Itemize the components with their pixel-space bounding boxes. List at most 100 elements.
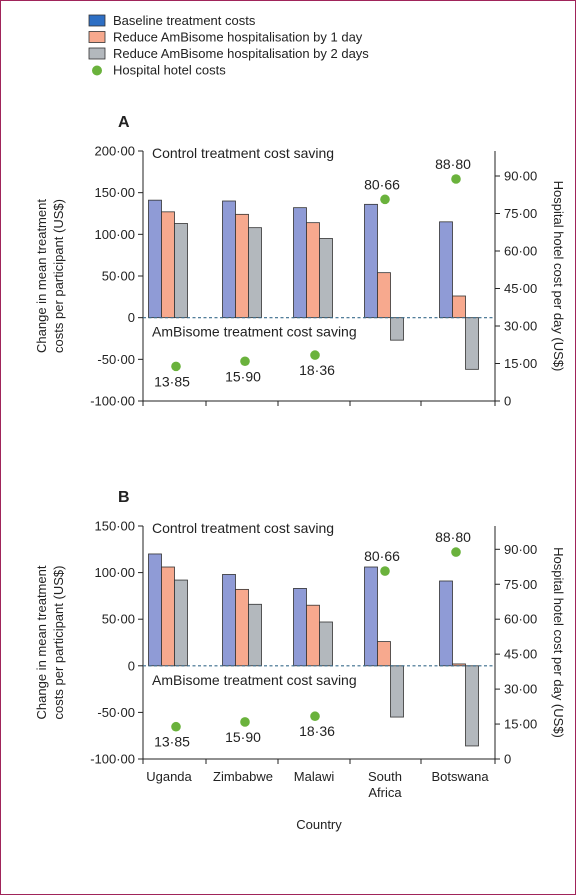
y-tick-label: -50·00	[97, 352, 135, 367]
annotation-ambisome-saving: AmBisome treatment cost saving	[152, 672, 357, 688]
y-tick-label: 200·00	[95, 144, 135, 159]
y-tick-label: 150·00	[95, 519, 135, 534]
hotel-cost-label: 13·85	[154, 734, 190, 750]
y2-tick-label: 15·00	[504, 717, 537, 732]
legend-label: Hospital hotel costs	[113, 63, 226, 78]
y2-tick-label: 45·00	[504, 647, 537, 662]
y2-tick-label: 60·00	[504, 612, 537, 627]
bar	[377, 641, 391, 667]
hotel-cost-label: 88·80	[435, 156, 471, 172]
hotel-cost-dot	[240, 356, 250, 367]
y-tick-label: 100·00	[95, 227, 135, 242]
bar	[148, 199, 162, 319]
legend-swatch	[88, 14, 106, 27]
bar	[390, 665, 404, 718]
y2-tick-label: 75·00	[504, 577, 537, 592]
x-tick-label: Zimbabwe	[213, 769, 273, 784]
y-tick-label: -100·00	[90, 752, 135, 767]
y-tick-label: -100·00	[90, 394, 135, 409]
y2-tick-label: 0	[504, 752, 511, 767]
hotel-cost-label: 15·90	[225, 729, 261, 745]
annotation-control-saving: Control treatment cost saving	[152, 520, 334, 536]
bar	[439, 221, 453, 319]
y-tick-label: -50·00	[97, 705, 135, 720]
y2-tick-label: 30·00	[504, 682, 537, 697]
bar	[377, 272, 391, 319]
y-axis-title: Change in mean treatment costs per partic…	[34, 199, 66, 353]
bar	[439, 580, 453, 667]
hotel-cost-label: 13·85	[154, 373, 190, 389]
bar	[161, 566, 175, 667]
annotation-control-saving: Control treatment cost saving	[152, 145, 334, 161]
x-tick-label: Botswana	[431, 769, 489, 784]
y-tick-label: 150·00	[95, 185, 135, 200]
legend-marker	[92, 65, 102, 76]
legend-swatch	[88, 31, 106, 43]
y2-tick-label: 75·00	[504, 206, 537, 221]
y-tick-label: 0	[128, 310, 135, 325]
y-axis-title-line: Change in mean treatment	[34, 199, 49, 353]
hotel-cost-dot	[310, 711, 320, 722]
y2-axis-title: Hospital hotel cost per day (US$)	[551, 547, 566, 738]
hotel-cost-dot	[380, 194, 390, 205]
y-tick-label: 50·00	[102, 612, 135, 627]
y2-tick-label: 30·00	[504, 319, 537, 334]
bar	[306, 604, 320, 667]
y-axis-title: Change in mean treatment costs per partic…	[34, 565, 66, 719]
bar	[293, 207, 307, 319]
hotel-cost-label: 18·36	[299, 723, 335, 739]
y2-tick-label: 90·00	[504, 169, 537, 184]
annotation-ambisome-saving: AmBisome treatment cost saving	[152, 324, 357, 340]
hotel-cost-dot	[451, 547, 461, 557]
bar	[364, 203, 378, 319]
bar	[248, 603, 262, 667]
bar	[465, 665, 479, 747]
y-tick-label: 50·00	[102, 269, 135, 284]
x-tick-label: Malawi	[294, 769, 335, 784]
hotel-cost-dot	[171, 361, 181, 372]
bar	[319, 621, 333, 667]
y2-tick-label: 45·00	[504, 281, 537, 296]
y2-tick-label: 15·00	[504, 356, 537, 371]
y-tick-label: 0	[128, 658, 135, 673]
hotel-cost-label: 15·90	[225, 368, 261, 384]
hotel-cost-label: 18·36	[299, 362, 335, 378]
hotel-cost-label: 80·66	[364, 548, 400, 564]
bar	[222, 200, 236, 319]
y2-axis-title: Hospital hotel cost per day (US$)	[551, 181, 566, 372]
hotel-cost-dot	[451, 174, 461, 184]
legend-label: Baseline treatment costs	[113, 13, 256, 28]
hotel-cost-dot	[380, 566, 390, 576]
bar	[222, 574, 236, 667]
legend-label: Reduce AmBisome hospitalisation by 1 day	[113, 30, 363, 45]
bar	[248, 227, 262, 319]
bar	[306, 222, 320, 319]
hotel-cost-label: 88·80	[435, 529, 471, 545]
bar	[174, 579, 188, 667]
x-tick-label: Uganda	[146, 769, 192, 784]
bar	[174, 223, 188, 319]
bar	[390, 317, 404, 341]
bar	[148, 553, 162, 667]
legend-label: Reduce AmBisome hospitalisation by 2 day…	[113, 46, 369, 61]
bar	[293, 588, 307, 667]
hotel-cost-dot	[310, 350, 320, 360]
y-axis-title-line: Change in mean treatment	[34, 565, 49, 719]
bar	[364, 566, 378, 667]
y2-tick-label: 60·00	[504, 244, 537, 259]
bar	[465, 317, 479, 370]
y-tick-label: 100·00	[95, 565, 135, 580]
y-axis-title-line: costs per participant (US$)	[51, 199, 66, 353]
hotel-cost-dot	[171, 721, 181, 732]
x-axis-title: Country	[296, 817, 342, 832]
y2-tick-label: 90·00	[504, 542, 537, 557]
x-tick-label: Africa	[368, 785, 402, 800]
y2-tick-label: 0	[504, 394, 511, 409]
hotel-cost-dot	[240, 717, 250, 727]
bar	[319, 238, 333, 319]
panel-letter: B	[118, 489, 130, 506]
hotel-cost-label: 80·66	[364, 176, 400, 192]
bar	[235, 213, 249, 319]
